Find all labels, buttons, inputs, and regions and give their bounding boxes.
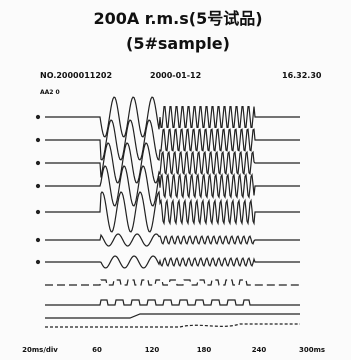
trace	[45, 323, 300, 328]
channel-marker	[35, 160, 41, 166]
waveform	[45, 190, 300, 233]
time-label: 120	[145, 346, 160, 354]
waveform	[45, 165, 300, 207]
trace	[45, 313, 300, 319]
record-time: 16.32.30	[282, 71, 322, 80]
waveform	[45, 255, 300, 269]
pulse-trace	[45, 279, 300, 286]
waveform	[45, 119, 300, 161]
record-code: AA2 0	[40, 89, 60, 96]
channel-marker	[35, 114, 41, 120]
time-label: 300ms	[299, 346, 325, 354]
time-label: 240	[252, 346, 267, 354]
waveform	[45, 96, 300, 138]
time-label: 180	[197, 346, 212, 354]
waveform	[45, 233, 300, 247]
waveform	[45, 142, 300, 184]
pulse-trace	[45, 299, 300, 306]
channel-marker	[35, 209, 41, 215]
record-date: 2000-01-12	[150, 71, 201, 80]
time-label: 60	[92, 346, 102, 354]
time-label: 20ms/div	[22, 346, 58, 354]
traces	[35, 96, 300, 328]
channel-marker	[35, 259, 41, 265]
subtitle: (5#sample)	[126, 34, 230, 53]
time-axis: 20ms/div 60 120 180 240 300ms	[22, 346, 325, 354]
channel-marker	[35, 137, 41, 143]
channel-marker	[35, 183, 41, 189]
title: 200A r.m.s(5号试品)	[93, 9, 262, 28]
channel-marker	[35, 237, 41, 243]
record-number: NO.2000011202	[40, 71, 112, 80]
